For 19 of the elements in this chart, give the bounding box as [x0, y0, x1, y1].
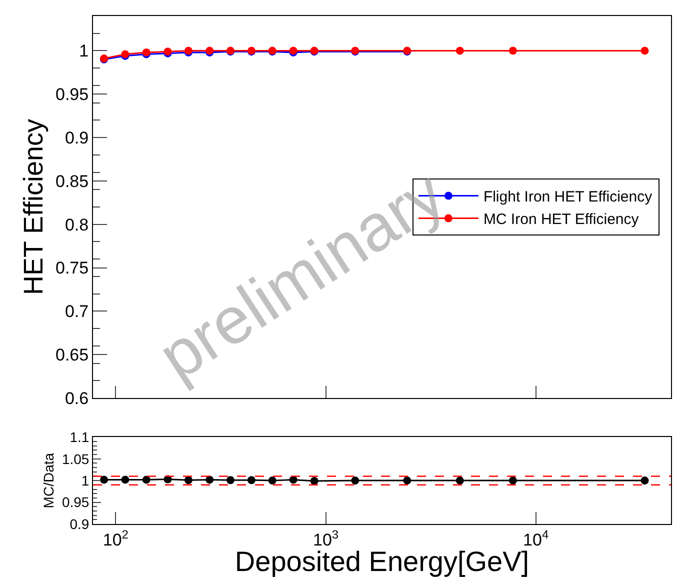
- y-tick-label: 0.85: [56, 172, 89, 191]
- y-tick-label: 0.75: [56, 258, 89, 278]
- y-tick-label: 0.95: [62, 494, 90, 510]
- y-tick-label: 0.9: [64, 128, 89, 148]
- y-tick-label: 0.9: [70, 516, 90, 532]
- legend-label: Flight Iron HET Efficiency: [483, 188, 653, 206]
- x-tick-label: 10$^{2}$: [102, 527, 129, 550]
- y-tick-label: 0.8: [64, 215, 89, 234]
- y-tick-label: 1: [81, 472, 90, 488]
- y-tick-label: 0.65: [56, 346, 89, 365]
- legend-label: MC Iron HET Efficiency: [483, 211, 640, 228]
- y-tick-label: 1: [79, 42, 89, 61]
- y-tick-label: 0.95: [56, 85, 89, 104]
- y-tick-label: 1.05: [62, 450, 90, 467]
- y-axis-title: MC/Data: [40, 452, 57, 508]
- y-tick-label: 0.7: [64, 302, 89, 322]
- y-tick-label: 0.6: [64, 388, 89, 408]
- y-axis-title: HET Efficiency: [18, 118, 49, 296]
- y-tick-label: 1.1: [70, 429, 90, 446]
